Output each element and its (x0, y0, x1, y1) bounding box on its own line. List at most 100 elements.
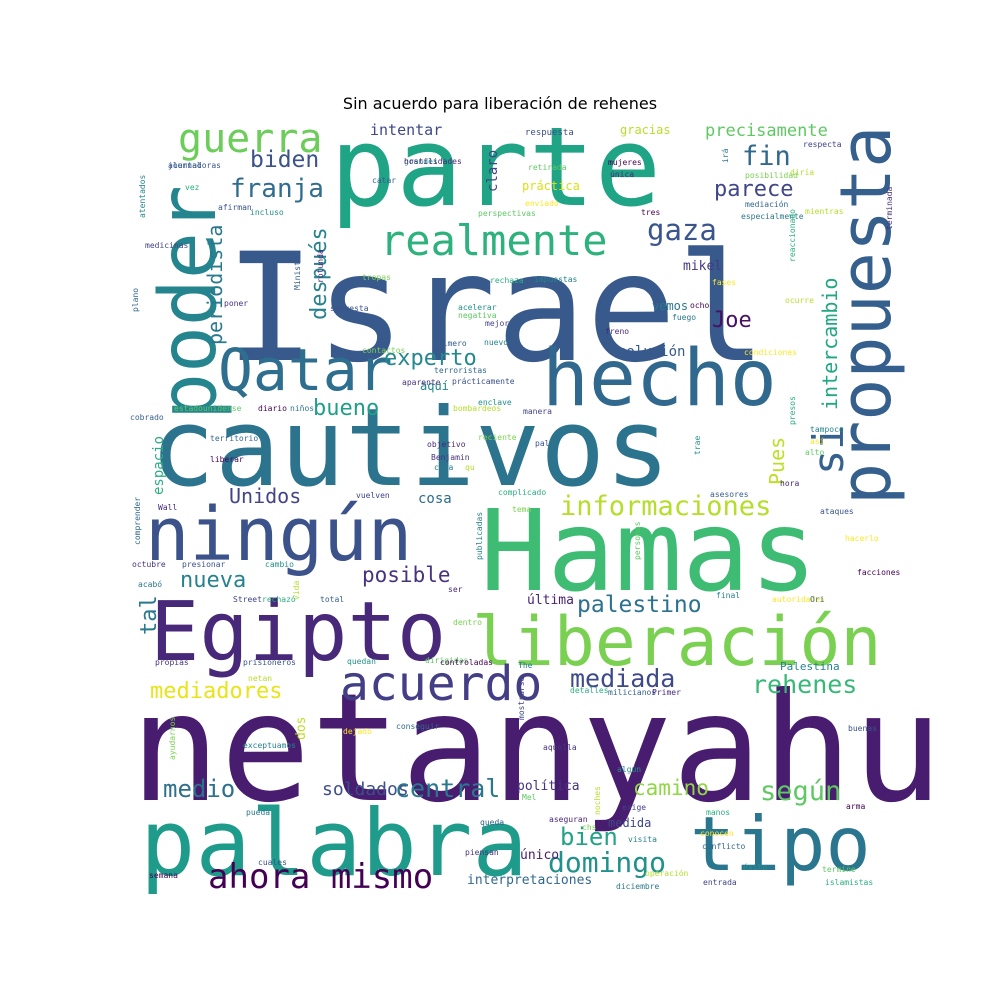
small-word-128: journal (168, 161, 202, 170)
word-61: dos (294, 717, 309, 740)
small-word-37: rechaza (490, 276, 524, 285)
word-62: gracias (620, 123, 671, 137)
small-word-46: enclave (478, 398, 512, 407)
small-word-104: aquella (543, 743, 577, 752)
small-word-99: Primer (652, 688, 681, 697)
word-29: nueva (180, 568, 246, 593)
small-word-53: cobrado (130, 413, 164, 422)
small-word-125: operación (645, 868, 689, 878)
word-46: periodista (203, 225, 227, 345)
word-3: parte (330, 103, 661, 231)
small-word-121: éxito (743, 862, 767, 872)
small-word-5: diría (790, 168, 814, 177)
small-word-66: vuelven (356, 491, 390, 500)
word-51: mikel (683, 259, 722, 274)
small-word-14: terminada (885, 186, 894, 230)
small-word-120: cuales (258, 858, 287, 867)
small-word-126: entrada (703, 878, 737, 887)
word-14: acuerdo (340, 656, 542, 712)
small-word-110: noches (593, 786, 602, 815)
small-word-8: catar (372, 176, 396, 185)
small-word-42: condiciones (744, 348, 797, 357)
word-26: camino (633, 776, 709, 800)
small-word-117: conocen (700, 829, 734, 838)
small-word-106: algún (617, 765, 641, 774)
small-word-30: supuesta (330, 304, 369, 313)
word-33: bueno (313, 396, 379, 421)
small-word-101: exceptuamos (243, 741, 296, 750)
word-60: vemos (652, 299, 688, 313)
small-word-28: plano (131, 288, 140, 312)
small-word-18: tres (641, 208, 660, 217)
word-11: poder (144, 185, 234, 420)
word-54: última (527, 593, 574, 608)
word-42: Joe (712, 308, 752, 333)
word-16: guerra (178, 116, 323, 162)
small-word-115: chs (582, 823, 597, 832)
word-39: gaza (647, 213, 717, 247)
small-word-123: semana (149, 871, 178, 880)
small-word-59: Benjamin (431, 453, 470, 462)
small-word-129: hostilidades (404, 157, 462, 166)
small-word-85: dentro (453, 618, 482, 627)
small-word-58: territorio (210, 434, 258, 443)
small-word-21: medicinas (145, 241, 189, 250)
word-45: después (307, 227, 332, 320)
small-word-45: prácticamente (452, 377, 515, 386)
small-word-75: presionar (182, 560, 226, 569)
small-word-89: propias (155, 658, 189, 667)
small-word-118: conflicto (702, 842, 746, 851)
word-37: fin (742, 141, 791, 172)
small-word-49: niños (290, 404, 314, 413)
word-8: ningún (145, 492, 412, 578)
small-word-32: negativa (458, 311, 497, 320)
small-word-13: mediación (745, 199, 789, 209)
word-19: domingo (548, 846, 666, 879)
small-word-92: dirigidas (425, 656, 469, 665)
small-word-39: freno (605, 327, 629, 336)
word-4: Hamas (480, 487, 817, 617)
small-word-6: respecta (803, 140, 842, 149)
small-word-33: ocho (690, 301, 709, 310)
word-43: si (804, 424, 853, 475)
word-35: franja (230, 174, 324, 204)
small-word-20: mientras (805, 207, 844, 216)
small-word-65: qu (465, 463, 475, 472)
small-word-87: autoridades (772, 595, 825, 604)
small-word-68: asesores (710, 490, 749, 499)
small-word-51: manera (523, 407, 552, 416)
word-57: único (520, 848, 559, 863)
small-word-25: tropas (362, 273, 391, 282)
word-13: Qatar (218, 336, 393, 404)
small-word-86: final (716, 591, 740, 600)
word-66: ataques (820, 507, 854, 516)
small-word-55: reciente (478, 433, 517, 442)
word-12: propuesta (825, 126, 907, 505)
small-word-16: incluso (250, 208, 284, 217)
word-15: realmente (380, 216, 608, 265)
word-7: liberación (472, 603, 881, 682)
word-64: respuesta (525, 128, 574, 138)
small-word-102: dejado (343, 727, 372, 736)
small-word-69: Wall (158, 503, 177, 512)
word-0: netanyahu (130, 662, 943, 836)
small-word-95: netan (248, 674, 272, 683)
small-word-94: The (518, 661, 533, 670)
word-9: hecho (542, 334, 777, 424)
small-word-52: presos (788, 396, 797, 425)
small-word-62: alto (805, 448, 824, 457)
small-word-1: grandes (404, 157, 438, 166)
small-word-23: Ministro (293, 251, 302, 290)
small-word-91: quedan (347, 657, 376, 666)
word-63: práctica (522, 179, 580, 193)
small-word-70: tema (512, 505, 531, 514)
word-67: hora (780, 479, 799, 488)
word-48: Pues (765, 437, 789, 485)
word-47: tal (137, 595, 162, 635)
small-word-100: ayudarnos (168, 716, 177, 760)
small-word-63: liberar (210, 455, 244, 464)
small-word-81: Street (233, 595, 262, 604)
word-38: parece (714, 177, 793, 202)
word-23: palestino (577, 592, 702, 618)
